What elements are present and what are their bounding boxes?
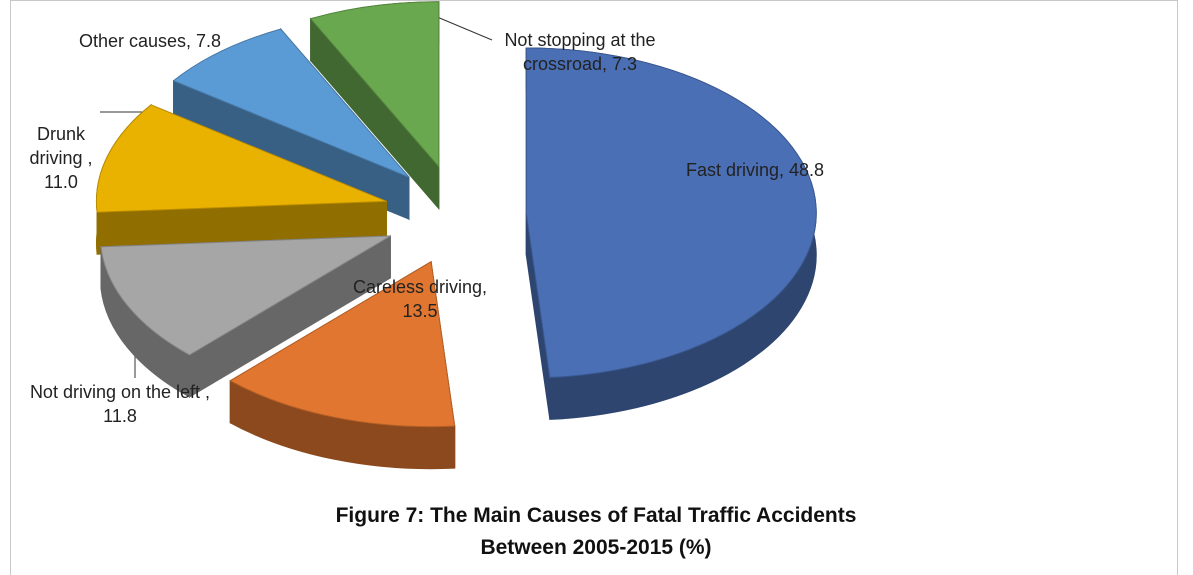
chart-frame [10,0,1178,575]
leader-line [429,13,493,41]
slice-label: Careless driving, 13.5 [352,277,488,321]
slice-label: Not driving on the left , 11.8 [29,382,211,426]
slice [172,28,410,178]
slice-label: Drunk driving , 11.0 [29,124,93,192]
slice-label: Not stopping at the crossroad, 7.3 [504,30,656,74]
chart-title: Figure 7: The Main Causes of Fatal Traff… [335,504,857,559]
slice-label: Other causes, 7.8 [78,31,222,51]
slice [100,235,391,356]
slice [96,104,387,213]
slice [229,260,456,428]
slice [525,47,817,378]
slice-label: Fast driving, 48.8 [685,160,825,180]
slice [309,1,440,169]
